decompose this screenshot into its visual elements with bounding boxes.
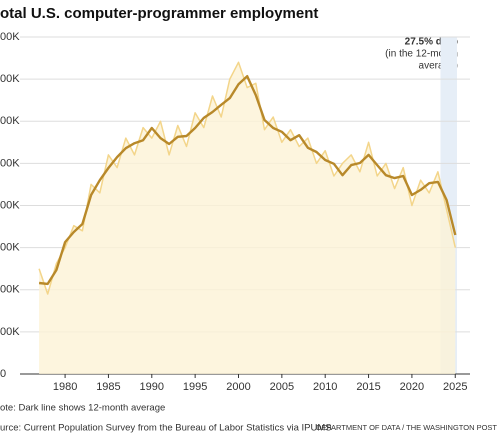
annotation-line: average) — [419, 61, 458, 72]
y-tick-label: 0 — [0, 368, 6, 380]
x-tick-label: 2005 — [270, 381, 294, 393]
annotation-line: (in the 12-month — [385, 49, 458, 60]
source: urce: Current Population Survey from the… — [0, 423, 332, 434]
y-tick-label: 00K — [0, 284, 20, 296]
y-tick-label: 00K — [0, 157, 20, 169]
x-tick-label: 2000 — [226, 381, 250, 393]
y-tick-label: 00K — [0, 199, 20, 211]
x-tick-label: 1995 — [183, 381, 207, 393]
line — [38, 61, 457, 295]
credit: DEPARTMENT OF DATA / THE WASHINGTON POST — [316, 423, 497, 432]
note: ote: Dark line shows 12-month average — [0, 403, 165, 414]
y-tick-label: 00K — [0, 242, 20, 254]
x-tick-label: 2020 — [400, 381, 424, 393]
x-tick-label: 1980 — [53, 381, 77, 393]
x-tick-label: 2025 — [443, 381, 467, 393]
x-tick-label: 2010 — [313, 381, 337, 393]
y-tick-label: 00K — [0, 115, 20, 127]
line — [38, 75, 457, 286]
area — [39, 62, 456, 375]
y-tick-label: 00K — [0, 31, 20, 43]
x-tick-label: 1985 — [96, 381, 120, 393]
annotation-title: 27.5% drop — [405, 37, 458, 48]
y-tick-label: 00K — [0, 326, 20, 338]
x-tick-label: 1990 — [140, 381, 164, 393]
chart-title: otal U.S. computer-programmer employment — [0, 5, 318, 22]
y-tick-label: 00K — [0, 73, 20, 85]
x-tick-label: 2015 — [356, 381, 380, 393]
